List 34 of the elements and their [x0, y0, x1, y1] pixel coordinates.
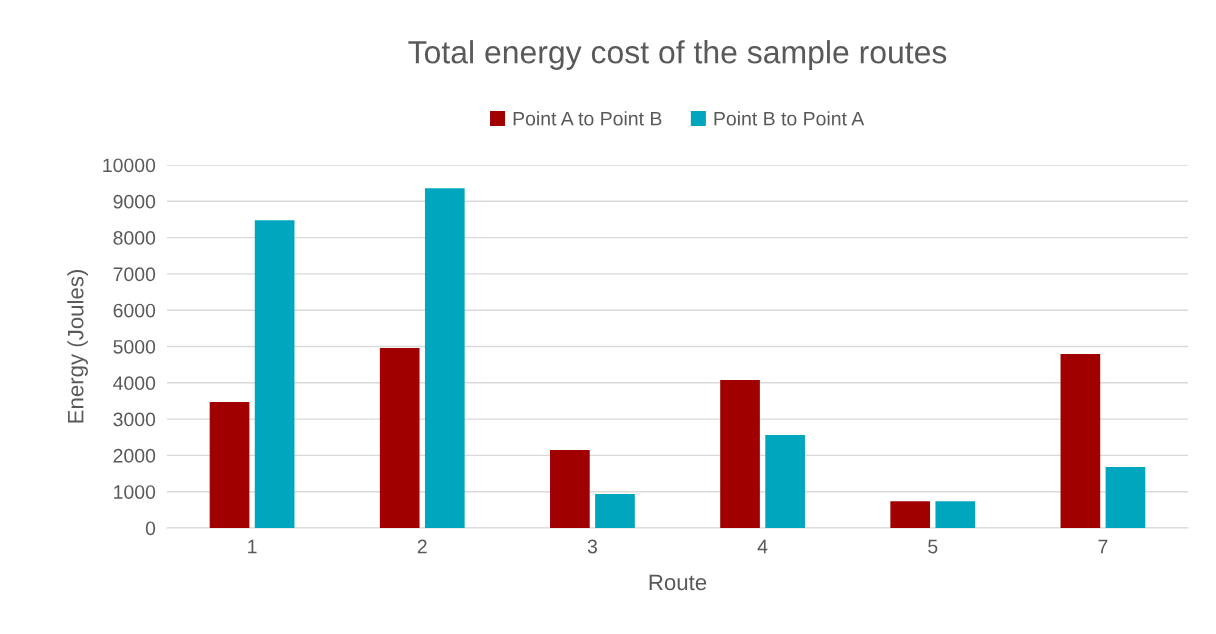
y-tick-label: 9000: [113, 194, 156, 209]
legend-label: Point A to Point B: [513, 111, 662, 126]
x-tick-label: 7: [1098, 539, 1108, 554]
bar: [935, 501, 976, 528]
x-tick-label: 3: [587, 539, 597, 554]
y-axis-title: Energy (Joules): [67, 270, 88, 423]
y-tick-label: 5000: [113, 339, 156, 354]
x-axis-title: Route: [649, 574, 707, 591]
bar: [720, 379, 760, 528]
chart-title: Total energy cost of the sample routes: [408, 40, 947, 70]
y-tick-label: 4000: [113, 376, 156, 391]
bar: [890, 501, 931, 528]
bar: [595, 493, 635, 528]
bar: [254, 220, 295, 528]
y-tick-label: 7000: [113, 267, 156, 282]
y-tick-label: 3000: [113, 412, 156, 427]
y-tick-label: 6000: [113, 303, 156, 318]
y-tick-label: 0: [145, 521, 156, 536]
y-tick-label: 2000: [113, 448, 156, 463]
bar: [209, 402, 250, 528]
y-tick-label: 8000: [113, 231, 156, 245]
x-tick-label: 1: [248, 539, 257, 554]
bar: [379, 347, 420, 528]
bar: [550, 449, 590, 528]
y-tick-label: 1000: [114, 485, 156, 499]
bar: [1060, 354, 1101, 528]
y-tick-label: 10000: [103, 158, 156, 173]
x-tick-label: 5: [928, 539, 938, 554]
bar: [765, 435, 805, 528]
legend-label: Point B to Point A: [714, 111, 865, 126]
x-tick-label: 4: [757, 539, 768, 554]
bar: [1105, 467, 1146, 528]
bar: [424, 188, 465, 528]
x-tick-label: 2: [417, 539, 427, 554]
